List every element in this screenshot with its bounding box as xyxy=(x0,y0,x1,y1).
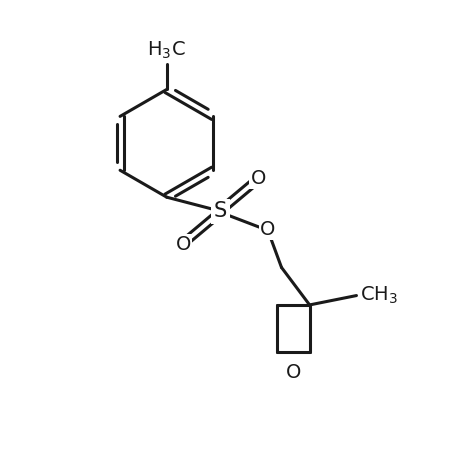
Text: O: O xyxy=(285,364,301,383)
Text: O: O xyxy=(250,169,266,188)
Text: S: S xyxy=(214,201,227,221)
Text: O: O xyxy=(175,235,191,254)
Text: H$_3$C: H$_3$C xyxy=(147,40,186,61)
Text: O: O xyxy=(260,220,275,239)
Text: CH$_3$: CH$_3$ xyxy=(360,285,398,306)
